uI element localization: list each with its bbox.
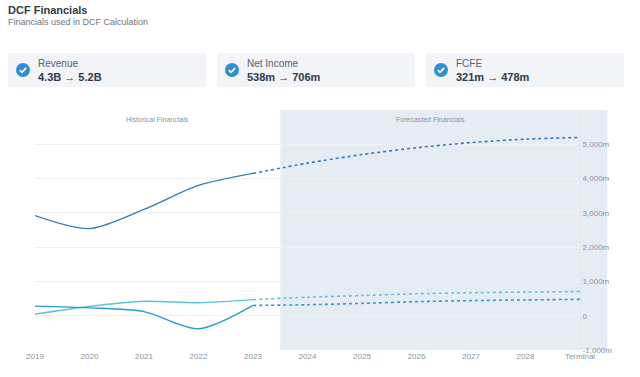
svg-text:1,000m: 1,000m	[583, 277, 610, 286]
svg-text:5,000m: 5,000m	[583, 140, 610, 149]
html-text:321m → 478m: 321m → 478m	[456, 71, 530, 83]
svg-text:4,000m: 4,000m	[583, 174, 610, 183]
svg-text:2021: 2021	[135, 352, 153, 361]
svg-text:2028: 2028	[517, 352, 535, 361]
svg-text:Terminal: Terminal	[565, 352, 595, 361]
svg-text:2026: 2026	[408, 352, 426, 361]
svg-text:0: 0	[583, 312, 588, 321]
html-text:DCF Financials: DCF Financials	[8, 4, 88, 16]
svg-text:2027: 2027	[462, 352, 480, 361]
svg-text:2024: 2024	[299, 352, 317, 361]
html-text:538m → 706m: 538m → 706m	[247, 71, 321, 83]
svg-text:2019: 2019	[26, 352, 44, 361]
svg-text:Forecasted Financials: Forecasted Financials	[396, 116, 465, 123]
svg-text:3,000m: 3,000m	[583, 209, 610, 218]
svg-text:-1,000m: -1,000m	[583, 346, 613, 355]
svg-text:2,000m: 2,000m	[583, 243, 610, 252]
svg-text:2025: 2025	[353, 352, 371, 361]
html-text:4.3B → 5.2B: 4.3B → 5.2B	[38, 71, 102, 83]
svg-text:2023: 2023	[244, 352, 262, 361]
html-text:FCFE: FCFE	[456, 58, 483, 69]
html-text:Financials used in DCF Calcula: Financials used in DCF Calculation	[8, 17, 149, 27]
svg-text:Historical Financials: Historical Financials	[126, 116, 189, 123]
svg-text:2022: 2022	[190, 352, 208, 361]
html-text:Revenue: Revenue	[38, 58, 78, 69]
html-text:Net Income: Net Income	[247, 58, 299, 69]
svg-text:2020: 2020	[81, 352, 99, 361]
